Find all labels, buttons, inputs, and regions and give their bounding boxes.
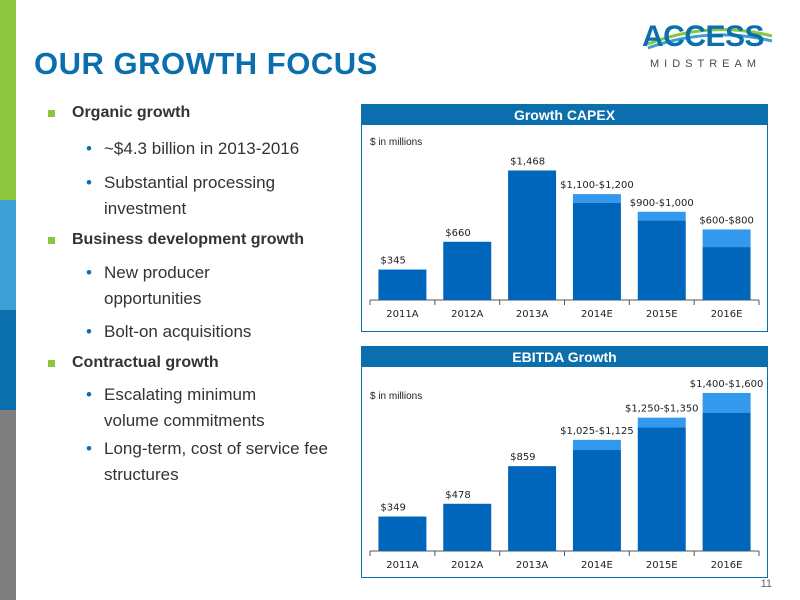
- ebitda-data-label: $1,400-$1,600: [690, 379, 764, 390]
- square-bullet-icon: [48, 237, 55, 244]
- ebitda-category-label: 2012A: [451, 560, 483, 571]
- capex-data-label: $1,468: [510, 156, 545, 167]
- capex-bar-chart: $345 2011A $660 2012A $1,468 2013A $1,100-$1,2…: [369, 156, 760, 320]
- sub-bullet-cost-of-service: • Long-term, cost of service fee structu…: [86, 436, 336, 488]
- capex-bar: [637, 220, 686, 300]
- ebitda-bar-range: [637, 417, 686, 428]
- ebitda-bar-range: [702, 392, 751, 413]
- ebitda-unit-note: $ in millions: [370, 391, 423, 402]
- ebitda-category-label: 2015E: [646, 560, 678, 571]
- capex-unit-note: $ in millions: [370, 137, 423, 148]
- ebitda-data-label: $1,025-$1,125: [560, 426, 634, 437]
- ebitda-category-label: 2013A: [516, 560, 548, 571]
- ebitda-bar: [508, 466, 557, 551]
- dot-bullet-icon: •: [86, 139, 92, 158]
- capex-category-label: 2011A: [386, 309, 418, 320]
- capex-category-label: 2012A: [451, 309, 483, 320]
- ebitda-bar: [572, 449, 621, 551]
- ebitda-category-label: 2014E: [581, 560, 613, 571]
- ebitda-bar: [637, 427, 686, 551]
- capex-bar: [378, 269, 427, 300]
- page-number: 11: [760, 578, 772, 590]
- dot-bullet-icon: •: [86, 263, 92, 282]
- capex-data-label: $345: [380, 256, 405, 267]
- ebitda-bar: [378, 516, 427, 551]
- sidebar-segment-blue: [0, 310, 16, 410]
- sidebar-segment-lightblue: [0, 200, 16, 310]
- ebitda-category-label: 2011A: [386, 560, 418, 571]
- capex-bar: [702, 247, 751, 300]
- sidebar-color-strip: [0, 0, 16, 600]
- capex-bar: [572, 202, 621, 300]
- ebitda-bar-range: [572, 439, 621, 450]
- capex-chart-panel: Growth CAPEX $ in millions $345 2011A $660…: [361, 104, 768, 332]
- capex-bar-range: [572, 194, 621, 203]
- capex-chart-title: Growth CAPEX: [362, 105, 767, 125]
- sub-bullet-processing: • Substantial processing investment: [86, 170, 336, 222]
- ebitda-data-label: $478: [445, 490, 470, 501]
- dot-bullet-icon: •: [86, 322, 92, 341]
- ebitda-bar-chart: $349 2011A $478 2012A $859 2013A $1,025-$1,125…: [369, 379, 764, 571]
- dot-bullet-icon: •: [86, 385, 92, 404]
- sub-bullet-minimum-volume: • Escalating minimum volume commitments: [86, 382, 336, 434]
- ebitda-category-label: 2016E: [711, 560, 743, 571]
- page-title: OUR GROWTH FOCUS: [34, 46, 378, 81]
- capex-category-label: 2013A: [516, 309, 548, 320]
- ebitda-chart-title: EBITDA Growth: [362, 347, 767, 367]
- square-bullet-icon: [48, 360, 55, 367]
- logo-name: ACCESS: [642, 20, 765, 53]
- capex-data-label: $900-$1,000: [630, 198, 694, 209]
- capex-data-label: $600-$800: [699, 215, 754, 226]
- ebitda-chart-panel: EBITDA Growth $ in millions $349 2011A $47…: [361, 346, 768, 578]
- sidebar-segment-gray: [0, 410, 16, 600]
- dot-bullet-icon: •: [86, 173, 92, 192]
- sub-bullet-new-producer: • New producer opportunities: [86, 260, 336, 312]
- square-bullet-icon: [48, 110, 55, 117]
- ebitda-data-label: $349: [380, 503, 405, 514]
- capex-bar-range: [702, 229, 751, 248]
- capex-bar-range: [637, 211, 686, 221]
- capex-bar: [443, 241, 492, 300]
- sub-bullet-capex-total: • ~$4.3 billion in 2013-2016: [86, 136, 336, 162]
- logo-subtitle: MIDSTREAM: [650, 58, 761, 70]
- capex-category-label: 2015E: [646, 309, 678, 320]
- ebitda-bar: [702, 412, 751, 551]
- capex-category-label: 2016E: [711, 309, 743, 320]
- ebitda-data-label: $1,250-$1,350: [625, 404, 699, 415]
- capex-data-label: $1,100-$1,200: [560, 180, 634, 191]
- capex-category-label: 2014E: [581, 309, 613, 320]
- dot-bullet-icon: •: [86, 439, 92, 458]
- logo-swoosh-icon: [647, 28, 773, 50]
- ebitda-bar: [443, 503, 492, 551]
- capex-bar: [508, 170, 557, 300]
- sub-bullet-bolt-on: • Bolt-on acquisitions: [86, 319, 336, 345]
- capex-data-label: $660: [445, 228, 470, 239]
- ebitda-data-label: $859: [510, 452, 535, 463]
- sidebar-segment-green: [0, 0, 16, 200]
